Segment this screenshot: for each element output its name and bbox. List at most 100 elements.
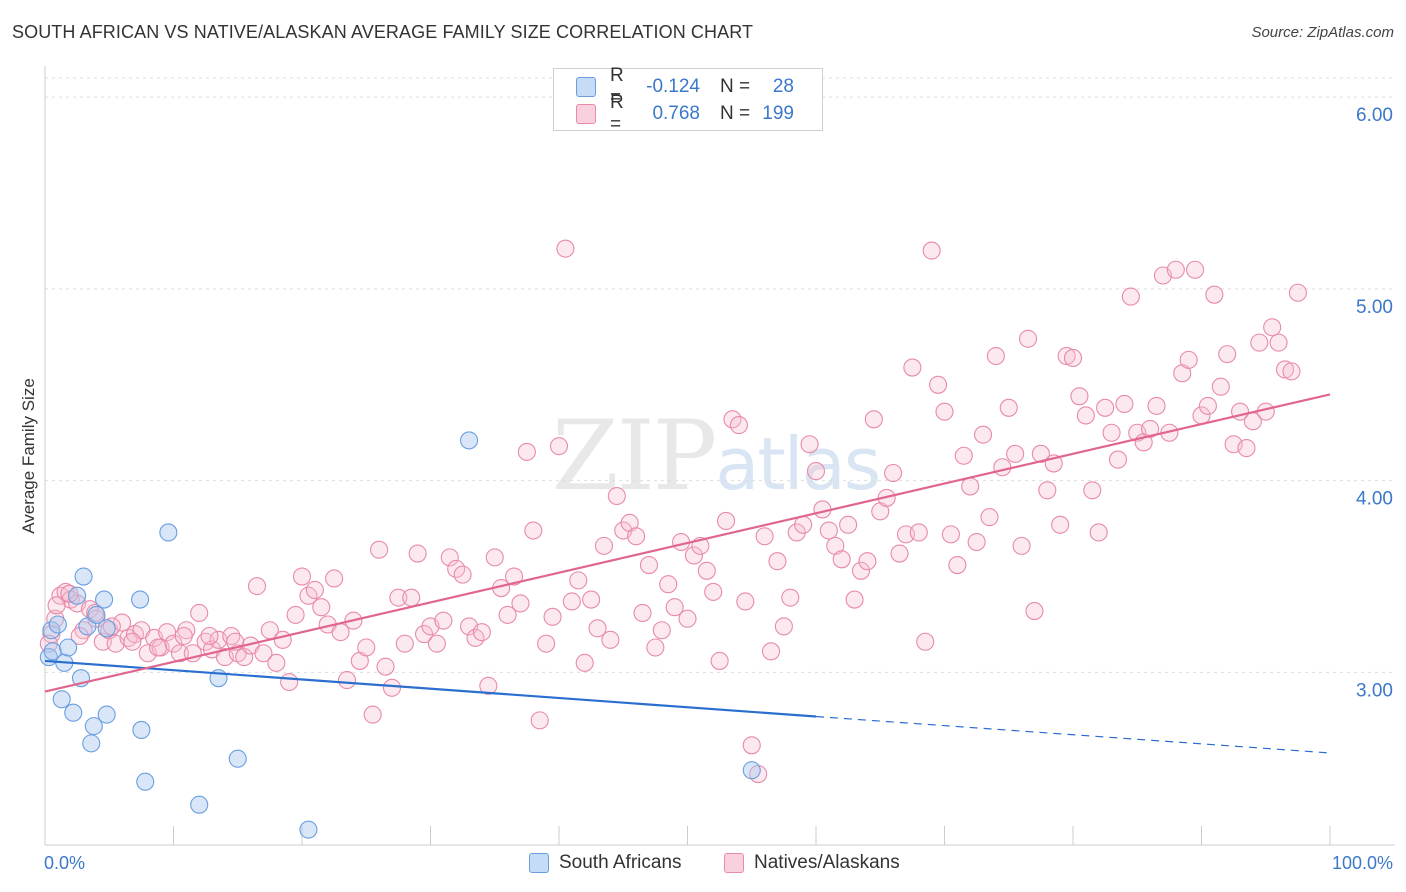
- data-point: [549, 437, 569, 456]
- data-point: [537, 634, 556, 653]
- data-point: [639, 555, 659, 575]
- data-point: [1006, 444, 1025, 463]
- data-point: [646, 638, 665, 657]
- data-point: [1275, 360, 1295, 379]
- data-point: [312, 598, 331, 617]
- data-point: [607, 486, 626, 506]
- data-point: [43, 642, 62, 661]
- data-point: [1012, 536, 1031, 555]
- data-point: [68, 586, 87, 605]
- data-point: [1269, 333, 1288, 352]
- data-point: [530, 711, 549, 730]
- data-point: [1051, 515, 1070, 534]
- data-point: [999, 398, 1018, 417]
- data-point: [980, 508, 999, 527]
- data-point: [1038, 481, 1057, 500]
- data-point: [97, 619, 116, 638]
- data-point: [273, 630, 292, 649]
- data-point: [986, 346, 1005, 366]
- legend-swatch-south-africans: [576, 77, 596, 97]
- data-point: [839, 515, 858, 534]
- data-point: [594, 536, 614, 555]
- data-point: [59, 638, 78, 657]
- data-point: [1186, 260, 1205, 279]
- data-point: [954, 446, 973, 465]
- legend-swatch-south-africans: [529, 853, 549, 873]
- data-point: [665, 598, 684, 617]
- axis-labels: 3.00 4.00 5.00 6.00 0.0% 100.0% Average Family…: [19, 105, 1393, 873]
- data-point: [299, 820, 318, 839]
- data-point: [916, 632, 935, 651]
- data-point: [357, 638, 376, 657]
- points: [39, 239, 1307, 839]
- legend-swatch-natives: [576, 104, 596, 124]
- data-point: [569, 571, 588, 590]
- data-point: [131, 590, 150, 609]
- data-point: [158, 623, 177, 642]
- data-point: [1121, 287, 1140, 306]
- trend-lines: [44, 393, 1331, 754]
- data-point: [1263, 318, 1282, 337]
- data-point: [929, 375, 948, 394]
- data-point: [819, 521, 838, 540]
- data-point: [1218, 345, 1237, 364]
- data-point: [511, 594, 530, 613]
- data-point: [64, 703, 83, 722]
- data-point: [95, 590, 114, 609]
- data-point: [1102, 423, 1121, 442]
- data-point: [170, 644, 189, 663]
- data-point: [200, 626, 219, 646]
- legend-row-south-africans: R = -0.124 N = 28: [576, 65, 794, 108]
- trend-line-extension: [815, 715, 1331, 754]
- data-point: [74, 567, 93, 586]
- y-tick-label: 3.00: [1356, 680, 1393, 701]
- data-point: [1115, 394, 1134, 414]
- data-point: [370, 540, 389, 559]
- data-point: [755, 527, 774, 546]
- data-point: [851, 561, 871, 580]
- data-point: [87, 605, 106, 624]
- data-point: [235, 648, 254, 667]
- data-point: [472, 623, 491, 642]
- data-point: [761, 642, 781, 661]
- data-point: [190, 795, 209, 814]
- data-point: [47, 596, 66, 615]
- data-point: [781, 588, 800, 607]
- data-point: [1288, 283, 1307, 302]
- data-point: [1089, 523, 1108, 542]
- data-point: [280, 672, 299, 692]
- data-point: [402, 588, 421, 607]
- data-point: [961, 477, 980, 496]
- data-point: [1205, 285, 1224, 304]
- legend-south-africans: South Africans: [529, 852, 682, 874]
- data-point: [1108, 450, 1128, 469]
- data-point: [97, 705, 116, 724]
- data-point: [845, 590, 864, 609]
- data-point: [832, 550, 851, 569]
- data-point: [1141, 419, 1160, 438]
- watermark-zip: ZIP: [552, 400, 717, 512]
- grid: [45, 77, 1395, 673]
- data-point: [742, 761, 761, 780]
- x-tick-label: 0.0%: [44, 853, 85, 873]
- legend-r-value: -0.124: [646, 76, 700, 97]
- data-point: [678, 609, 697, 628]
- data-point: [164, 634, 183, 653]
- data-point: [935, 402, 954, 421]
- data-point: [337, 671, 357, 690]
- data-point: [1083, 481, 1102, 500]
- data-point: [704, 582, 723, 601]
- data-point: [1025, 602, 1044, 621]
- data-point: [575, 653, 594, 672]
- data-point: [1250, 333, 1269, 352]
- data-point: [768, 552, 787, 571]
- data-point: [582, 590, 601, 609]
- data-point: [395, 634, 414, 653]
- data-point: [174, 626, 193, 646]
- data-point: [1018, 329, 1038, 348]
- legend-row-natives: R = 0.768 N = 199: [576, 92, 794, 135]
- trend-line: [44, 659, 817, 718]
- data-point: [434, 611, 453, 630]
- data-point: [993, 458, 1012, 477]
- data-point: [305, 580, 324, 600]
